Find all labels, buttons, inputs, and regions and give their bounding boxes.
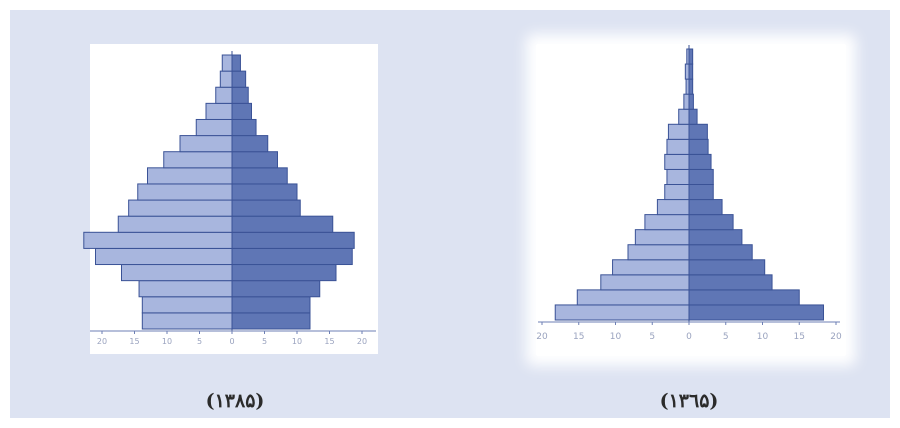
bar-left-1 bbox=[141, 296, 233, 314]
bar-right-8 bbox=[231, 183, 298, 201]
bar-right-2 bbox=[231, 280, 321, 298]
bar-left-10 bbox=[163, 151, 233, 169]
bar-left-4 bbox=[95, 247, 233, 266]
bar-left-3 bbox=[121, 264, 233, 282]
bar-right-6 bbox=[231, 215, 334, 233]
x-tick-label-7: 15 bbox=[794, 332, 805, 342]
bar-right-16 bbox=[231, 54, 241, 72]
bar-left-11 bbox=[666, 138, 690, 155]
bar-left-8 bbox=[664, 184, 690, 201]
x-tick-label-1: 15 bbox=[573, 332, 584, 342]
x-tick-label-2: 10 bbox=[162, 337, 172, 346]
bar-right-5 bbox=[231, 231, 355, 249]
bar-right-11 bbox=[231, 135, 269, 153]
x-tick-label-0: 20 bbox=[97, 337, 107, 346]
x-tick-label-7: 15 bbox=[324, 337, 334, 346]
bar-right-15 bbox=[231, 70, 247, 88]
bar-left-15 bbox=[219, 70, 233, 88]
bar-left-9 bbox=[666, 168, 690, 185]
bar-right-15 bbox=[688, 78, 694, 95]
x-tick-label-3: 5 bbox=[649, 332, 655, 342]
bar-right-10 bbox=[688, 153, 712, 170]
bar-left-5 bbox=[83, 231, 233, 249]
bar-left-13 bbox=[678, 108, 690, 125]
bar-left-11 bbox=[179, 135, 233, 153]
bar-left-6 bbox=[117, 215, 233, 233]
x-tick-label-8: 20 bbox=[357, 337, 367, 346]
bar-right-0 bbox=[688, 304, 825, 321]
bar-right-8 bbox=[688, 184, 714, 201]
bar-right-16 bbox=[688, 63, 694, 80]
bar-right-6 bbox=[688, 214, 734, 231]
pyramid-panel-1365: 20 15 10 5 0 5 10 15 20 bbox=[536, 44, 846, 356]
x-tick-label-0: 20 bbox=[536, 332, 548, 342]
bar-right-3 bbox=[231, 264, 337, 282]
bar-left-16 bbox=[684, 63, 690, 80]
bar-left-2 bbox=[138, 280, 233, 298]
bar-right-11 bbox=[688, 138, 709, 155]
bar-left-4 bbox=[627, 244, 690, 261]
bar-right-13 bbox=[688, 108, 698, 125]
bar-right-14 bbox=[231, 86, 249, 104]
bar-right-10 bbox=[231, 151, 278, 169]
bar-right-4 bbox=[688, 244, 753, 261]
bar-left-2 bbox=[600, 274, 690, 291]
x-tick-label-6: 10 bbox=[292, 337, 302, 346]
bar-left-12 bbox=[667, 123, 690, 140]
bar-right-7 bbox=[688, 199, 723, 216]
bar-left-5 bbox=[634, 229, 690, 246]
bar-left-6 bbox=[644, 214, 690, 231]
bar-right-1 bbox=[231, 296, 311, 314]
x-tick-label-2: 10 bbox=[610, 332, 622, 342]
bar-right-1 bbox=[688, 289, 800, 306]
bar-left-14 bbox=[683, 93, 690, 110]
bar-left-0 bbox=[141, 312, 233, 330]
bar-right-12 bbox=[231, 118, 257, 137]
bar-left-0 bbox=[554, 304, 690, 321]
bar-left-14 bbox=[215, 86, 233, 104]
x-tick-label-4: 0 bbox=[229, 337, 234, 346]
bar-left-7 bbox=[656, 199, 690, 216]
bar-right-2 bbox=[688, 274, 773, 291]
bar-left-3 bbox=[612, 259, 690, 276]
x-tick-label-6: 10 bbox=[757, 332, 769, 342]
x-tick-label-5: 5 bbox=[262, 337, 267, 346]
caption-1385: (۱۳۸۵) bbox=[205, 390, 265, 412]
bar-right-12 bbox=[688, 123, 708, 140]
bar-left-8 bbox=[137, 183, 233, 201]
bar-right-4 bbox=[231, 247, 353, 266]
bar-right-13 bbox=[231, 102, 252, 120]
caption-1365: (۱۳٦۵) bbox=[659, 390, 719, 412]
x-tick-label-3: 5 bbox=[197, 337, 202, 346]
bar-left-9 bbox=[147, 167, 233, 185]
bar-left-12 bbox=[195, 118, 233, 137]
bar-left-10 bbox=[664, 153, 690, 170]
bar-left-13 bbox=[205, 102, 233, 120]
x-tick-label-4: 0 bbox=[686, 332, 692, 342]
bar-left-7 bbox=[128, 199, 233, 217]
bar-left-16 bbox=[221, 54, 233, 72]
x-tick-label-5: 5 bbox=[723, 332, 729, 342]
bar-right-14 bbox=[688, 93, 694, 110]
pyramid-panel-1385: 20 15 10 5 0 5 10 15 20 bbox=[83, 44, 378, 354]
pyramid-chart-1365: 20 15 10 5 0 5 10 15 20 bbox=[536, 45, 842, 342]
bar-right-9 bbox=[231, 167, 288, 185]
bar-right-0 bbox=[231, 312, 311, 330]
bar-right-5 bbox=[688, 229, 743, 246]
x-tick-label-8: 20 bbox=[830, 332, 842, 342]
bar-left-1 bbox=[576, 289, 690, 306]
bar-right-17 bbox=[688, 48, 694, 65]
pyramid-chart-1385: 20 15 10 5 0 5 10 15 20 bbox=[83, 51, 376, 346]
bar-right-3 bbox=[688, 259, 766, 276]
bar-right-7 bbox=[231, 199, 301, 217]
bar-right-9 bbox=[688, 168, 714, 185]
x-tick-label-1: 15 bbox=[129, 337, 139, 346]
